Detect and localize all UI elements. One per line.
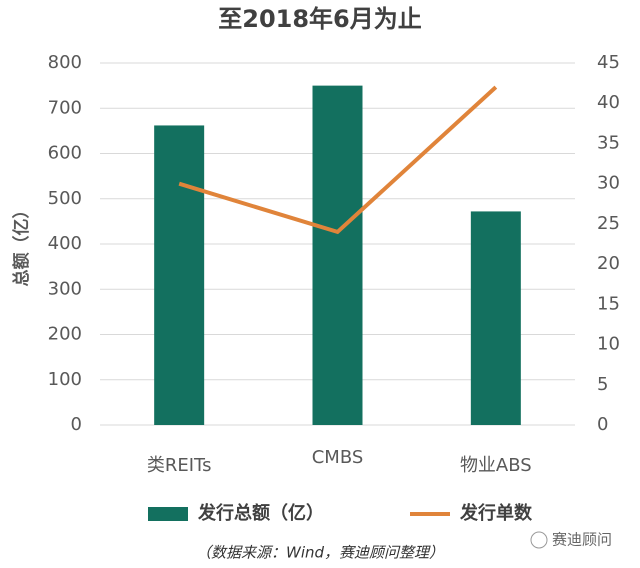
- y2-tick-label: 40: [597, 92, 620, 113]
- y-axis-label: 总额（亿）: [11, 202, 32, 287]
- legend-label: 发行总额（亿）: [197, 502, 324, 524]
- y2-tick-label: 30: [597, 173, 620, 194]
- watermark-icon: [530, 531, 548, 549]
- line: [178, 85, 498, 235]
- y2-tick-label: 5: [597, 374, 608, 395]
- y2-tick-label: 0: [597, 414, 608, 435]
- legend-swatch: [148, 507, 188, 521]
- y2-tick-label: 15: [597, 293, 620, 314]
- y-tick-label: 0: [71, 414, 82, 435]
- x-tick-label: CMBS: [312, 447, 364, 468]
- watermark: 赛迪顾问: [552, 531, 612, 549]
- y-tick-label: 400: [48, 233, 82, 254]
- legend-label: 发行单数: [459, 502, 533, 524]
- y-tick-label: 200: [48, 324, 82, 345]
- x-tick-label: 类REITs: [147, 455, 212, 476]
- bar: [154, 125, 205, 425]
- y-tick-label: 600: [48, 143, 82, 164]
- y2-tick-label: 10: [597, 334, 620, 355]
- bar: [470, 211, 521, 425]
- y-tick-label: 700: [48, 97, 82, 118]
- y-tick-label: 100: [48, 369, 82, 390]
- chart-title: 至2018年6月为止: [218, 5, 422, 33]
- y-tick-label: 500: [48, 188, 82, 209]
- y-tick-label: 300: [48, 278, 82, 299]
- y2-tick-label: 35: [597, 132, 620, 153]
- x-tick-label: 物业ABS: [460, 455, 532, 476]
- y2-tick-label: 25: [597, 213, 620, 234]
- bar: [312, 85, 363, 425]
- source-note: （数据来源：Wind，赛迪顾问整理）: [196, 544, 444, 562]
- y2-tick-label: 45: [597, 52, 620, 73]
- y2-tick-label: 20: [597, 253, 620, 274]
- y-tick-label: 800: [48, 52, 82, 73]
